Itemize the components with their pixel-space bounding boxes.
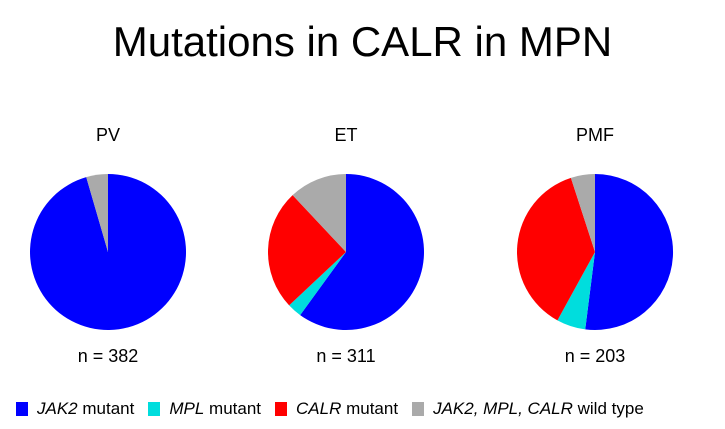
legend-item-jak2: JAK2 mutant: [16, 399, 134, 419]
legend-swatch-calr: [275, 402, 288, 416]
legend-label-plain: mutant: [77, 399, 135, 418]
chart-title: Mutations in CALR in MPN: [112, 18, 613, 65]
pie-slice-et-calr: [268, 195, 346, 306]
legend-label-plain: mutant: [341, 399, 399, 418]
legend-swatch-wild-type: [412, 402, 425, 416]
pie-title-pmf: PMF: [576, 125, 614, 145]
legend-label-italic: CALR: [296, 399, 342, 418]
pie-slice-pmf-wild-type: [570, 174, 595, 252]
pie-title-pv: PV: [95, 125, 120, 145]
legend-swatch-jak2: [16, 402, 28, 416]
sample-size-et: n = 311: [316, 346, 376, 366]
pie-slice-et-mpl: [289, 252, 346, 316]
legend-item-wild-type: JAK2, MPL, CALR wild type: [412, 399, 644, 419]
legend-item-calr: CALR mutant: [275, 399, 398, 419]
sample-size-pmf: n = 203: [564, 346, 626, 366]
pie-slice-et-wild-type: [292, 174, 346, 252]
legend-swatch-mpl: [148, 402, 161, 416]
legend-label-italic: JAK2, MPL, CALR: [433, 399, 573, 418]
sample-size-pv: n = 382: [77, 346, 139, 366]
pie-slice-pv-jak2: [30, 174, 187, 330]
legend-label-plain: mutant: [204, 399, 262, 418]
pie-slice-pv-wild-type: [86, 174, 108, 252]
legend-label-italic: MPL: [169, 399, 205, 418]
pie-slice-pmf-jak2: [585, 174, 674, 330]
legend-label-plain: wild type: [572, 399, 644, 418]
pie-title-et: ET: [334, 125, 358, 145]
legend: JAK2 mutant MPL mutant CALR mutant JAK2,…: [16, 398, 644, 420]
legend-label-italic: JAK2: [37, 399, 78, 418]
pie-slice-et-jak2: [300, 174, 425, 330]
pie-slice-pmf-mpl: [557, 252, 595, 330]
pie-slice-pmf-calr: [517, 177, 595, 321]
legend-item-mpl: MPL mutant: [148, 399, 261, 419]
